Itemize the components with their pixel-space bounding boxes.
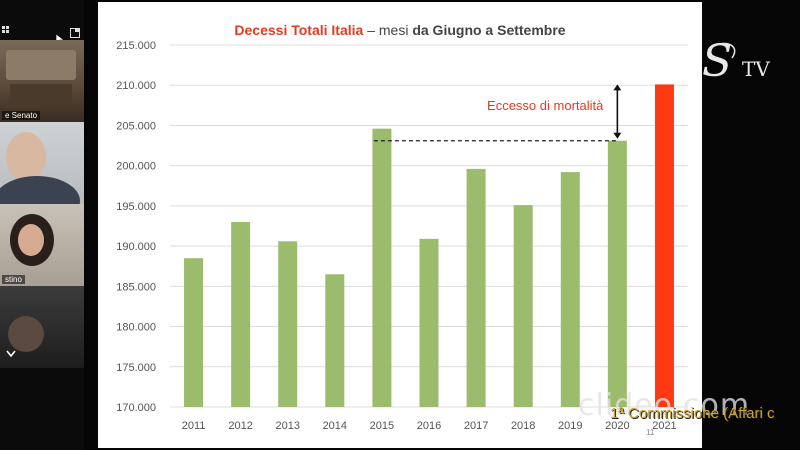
bar — [654, 84, 674, 407]
x-tick-label: 2013 — [275, 420, 299, 432]
chevron-down-icon[interactable] — [6, 350, 16, 358]
excess-arrow-head-up — [613, 84, 622, 91]
bar — [231, 221, 251, 407]
bar — [325, 274, 345, 407]
excess-arrow-head-down — [613, 132, 622, 139]
participant-tile-senate[interactable]: e Senato — [0, 40, 84, 122]
x-tick-label: 2020 — [605, 420, 629, 432]
y-tick-label: 170.000 — [116, 402, 156, 414]
bar-chart: 170.000 175.000 180.000 185.000 190.000 195.0… — [116, 40, 688, 432]
y-tick-label: 180.000 — [116, 322, 156, 334]
y-tick-label: 210.000 — [116, 80, 156, 92]
participant-tile-dark[interactable] — [0, 286, 84, 368]
participant-tile-speaker[interactable] — [0, 122, 84, 204]
bar — [372, 128, 392, 407]
y-tick-label: 215.000 — [116, 40, 156, 52]
expand-icon[interactable] — [70, 28, 80, 38]
x-tick-label: 2018 — [511, 420, 535, 432]
presentation-slide: Decessi Totali Italia – mesi da Giugno a… — [98, 2, 702, 448]
y-tick-label: 200.000 — [116, 161, 156, 173]
x-tick-label: 2019 — [558, 420, 582, 432]
bar — [607, 140, 627, 407]
y-tick-label: 205.000 — [116, 120, 156, 132]
chart-title-highlight: Decessi Totali Italia — [234, 22, 364, 38]
participants-panel: e Senato stino — [0, 0, 84, 450]
x-tick-label: 2011 — [182, 420, 206, 432]
chart-title-connector: – mesi — [367, 22, 409, 38]
x-tick-label: 2017 — [464, 420, 488, 432]
y-tick-label: 175.000 — [116, 362, 156, 374]
x-tick-label: 2014 — [323, 420, 347, 432]
page-number: 11 — [646, 428, 655, 437]
bar — [513, 205, 533, 407]
y-tick-label: 195.000 — [116, 201, 156, 213]
logo-tv-text: TV — [742, 57, 770, 81]
x-tick-label: 2012 — [228, 420, 252, 432]
bar — [278, 241, 298, 407]
bar — [184, 258, 204, 407]
watermark: clideo.com — [578, 388, 751, 423]
participant-name: e Senato — [2, 111, 41, 120]
bar — [560, 172, 580, 407]
y-tick-label: 190.000 — [116, 241, 156, 253]
x-tick-label: 2016 — [417, 420, 441, 432]
excess-mortality-label: Eccesso di mortalità — [487, 98, 604, 113]
commission-caption: 1ª Commissione (Affari c — [610, 405, 775, 422]
x-tick-label: 2021 — [652, 420, 676, 432]
participant-name: stino — [2, 275, 25, 284]
bar — [466, 168, 486, 407]
chart-title-period: da Giugno a Settembre — [412, 22, 566, 38]
grid-menu-icon[interactable] — [2, 26, 12, 36]
bar — [419, 238, 439, 407]
chart-title: Decessi Totali Italia – mesi da Giugno a… — [98, 22, 702, 38]
participant-tile-woman[interactable]: stino — [0, 204, 84, 286]
senato-tv-logo: S TV — [702, 36, 770, 86]
y-tick-label: 185.000 — [116, 281, 156, 293]
x-tick-label: 2015 — [370, 420, 394, 432]
